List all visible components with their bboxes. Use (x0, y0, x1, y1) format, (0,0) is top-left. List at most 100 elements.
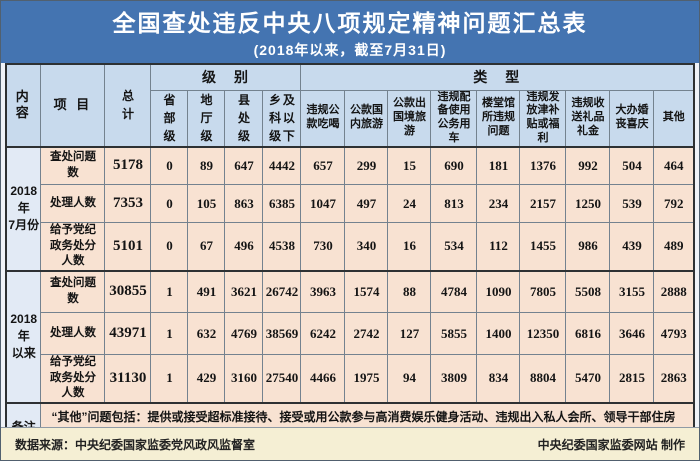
table-row: 给予党纪政务处分人数 31130 1 429 3160 27540 4466 1… (6, 354, 695, 404)
page-subtitle: (2018年以来，截至7月31日) (253, 41, 447, 58)
data-cell: 6385 (262, 184, 302, 223)
table-row: 处理人数 43971 1 632 4769 38569 6242 2742 12… (6, 312, 695, 356)
col-header-gifts: 违规收送礼品礼金 (565, 89, 611, 147)
summary-table: 内 容 项 目 总计 级 别 类 型 省部级 地厅级 县处级 乡科级及以下 违规… (4, 63, 696, 451)
data-cell-total: 7353 (104, 184, 152, 223)
title-band: 全国查处违反中央八项规定精神问题汇总表 (2018年以来，截至7月31日) (1, 1, 699, 63)
data-cell: 1574 (344, 269, 389, 314)
data-cell: 2863 (653, 354, 695, 404)
data-cell: 3809 (430, 354, 478, 404)
table-row: 2018年 7月份 查处问题数 5178 0 89 647 4442 657 2… (5, 145, 695, 272)
data-cell-total: 43971 (104, 312, 152, 356)
data-cell: 2742 (344, 312, 389, 356)
data-cell: 834 (476, 354, 521, 404)
table-row: 2018年 以来 查处问题数 30855 1 491 3621 26742 39… (5, 269, 695, 404)
data-cell: 88 (387, 269, 432, 314)
col-header-domestic-travel: 公款国内旅游 (344, 89, 389, 147)
data-cell: 6816 (565, 312, 611, 356)
data-cell: 4466 (300, 354, 346, 404)
data-cell: 3646 (609, 312, 655, 356)
col-header-weddings-funerals: 大办婚丧喜庆 (609, 89, 655, 147)
data-source-text: 数据来源：中央纪委国家监委党风政风监督室 (15, 437, 256, 452)
data-cell: 491 (187, 269, 226, 314)
data-cell: 632 (187, 312, 226, 356)
data-cell: 1 (150, 269, 189, 314)
data-cell: 1047 (300, 184, 346, 223)
data-cell: 1 (150, 354, 189, 404)
data-cell: 464 (653, 145, 695, 185)
data-cell-total: 30855 (104, 269, 152, 314)
header-group-row: 内 容 项 目 总计 级 别 类 型 (5, 63, 695, 147)
data-cell: 1400 (476, 312, 521, 356)
data-cell: 657 (300, 145, 346, 185)
data-cell: 127 (387, 312, 432, 356)
data-cell: 4784 (430, 269, 478, 314)
page-title: 全国查处违反中央八项规定精神问题汇总表 (112, 10, 588, 36)
data-cell: 792 (653, 184, 695, 223)
data-cell: 3963 (300, 269, 346, 314)
data-cell: 24 (387, 184, 432, 223)
footer-bar: 数据来源：中央纪委国家监委党风政风监督室 中央纪委国家监委网站 制作 (1, 427, 699, 460)
data-cell: 0 (150, 145, 189, 185)
data-cell: 340 (344, 221, 389, 272)
data-cell: 5508 (565, 269, 611, 314)
data-cell: 429 (187, 354, 226, 404)
data-cell: 4538 (262, 221, 302, 272)
data-cell: 496 (224, 221, 264, 272)
table-row: 处理人数 7353 0 105 863 6385 1047 497 24 813… (6, 184, 695, 223)
col-header-allowances: 违规发放津补贴或福利 (519, 89, 567, 147)
data-cell: 2157 (519, 184, 567, 223)
data-cell: 181 (476, 145, 521, 185)
data-cell: 690 (430, 145, 478, 185)
data-cell: 15 (387, 145, 432, 185)
row-label: 查处问题数 (40, 269, 106, 314)
data-cell: 0 (150, 221, 189, 272)
data-cell: 0 (150, 184, 189, 223)
data-cell: 2888 (653, 269, 695, 314)
data-cell: 730 (300, 221, 346, 272)
data-cell: 6242 (300, 312, 346, 356)
data-cell-total: 5101 (104, 221, 152, 272)
col-header-official-cars: 违规配备使用公务用车 (430, 89, 478, 147)
data-cell: 105 (187, 184, 226, 223)
data-cell: 234 (476, 184, 521, 223)
data-cell: 94 (387, 354, 432, 404)
data-cell: 67 (187, 221, 226, 272)
table-row: 给予党纪政务处分人数 5101 0 67 496 4538 730 340 16… (6, 221, 695, 272)
col-header-prefecture: 地厅级 (187, 89, 226, 147)
data-cell: 8804 (519, 354, 567, 404)
col-header-province: 省部级 (150, 89, 189, 147)
data-cell: 12350 (519, 312, 567, 356)
col-header-item: 项 目 (40, 63, 106, 147)
row-label: 处理人数 (40, 312, 106, 356)
data-cell: 26742 (262, 269, 302, 314)
col-header-content: 内 容 (5, 63, 42, 147)
row-label: 处理人数 (40, 184, 106, 223)
data-cell: 489 (653, 221, 695, 272)
data-cell: 539 (609, 184, 655, 223)
col-header-buildings: 楼堂馆所违规问题 (476, 89, 521, 147)
data-cell-total: 31130 (104, 354, 152, 404)
data-cell: 4769 (224, 312, 264, 356)
data-cell: 986 (565, 221, 611, 272)
data-cell: 4793 (653, 312, 695, 356)
data-cell: 38569 (262, 312, 302, 356)
data-cell: 3155 (609, 269, 655, 314)
col-header-township: 乡科级及以下 (262, 89, 302, 147)
data-cell: 5855 (430, 312, 478, 356)
data-cell: 112 (476, 221, 521, 272)
data-cell: 1455 (519, 221, 567, 272)
data-cell: 89 (187, 145, 226, 185)
data-cell: 299 (344, 145, 389, 185)
data-cell: 3621 (224, 269, 264, 314)
col-header-overseas-travel: 公款出国境旅游 (387, 89, 432, 147)
col-header-other: 其他 (653, 89, 695, 147)
data-cell: 27540 (262, 354, 302, 404)
data-cell: 1 (150, 312, 189, 356)
data-cell: 813 (430, 184, 478, 223)
data-cell: 16 (387, 221, 432, 272)
section-label-ytd: 2018年 以来 (5, 269, 42, 404)
col-header-total: 总计 (104, 63, 152, 147)
data-cell: 4442 (262, 145, 302, 185)
data-cell: 1376 (519, 145, 567, 185)
